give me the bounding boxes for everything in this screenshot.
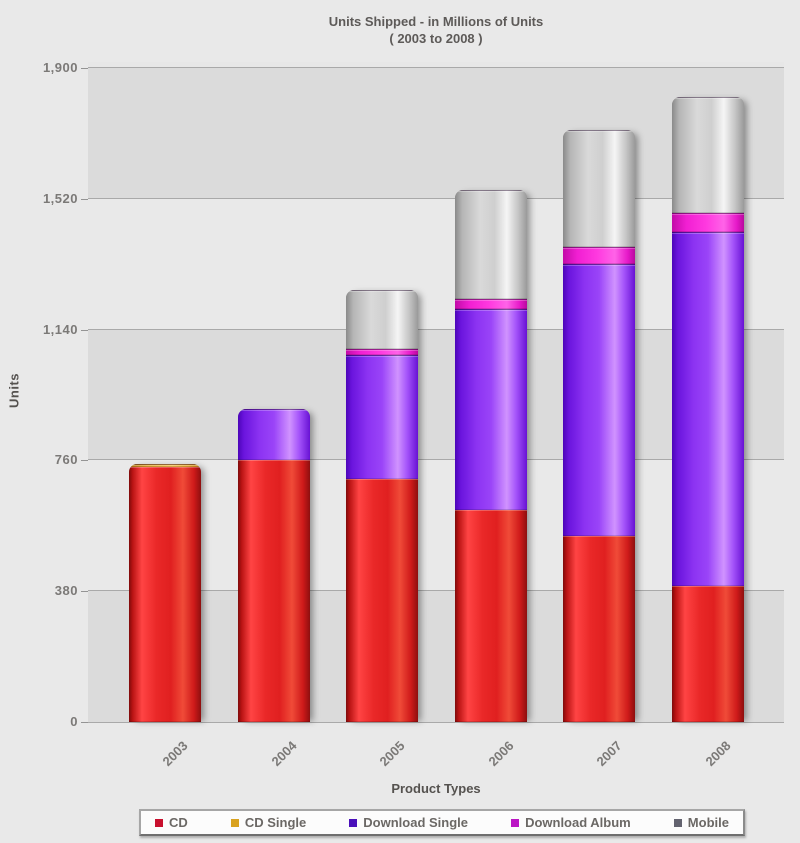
y-tick-mark [81, 198, 88, 200]
bar-segment-cd-2005 [346, 479, 419, 722]
legend-marker-icon [673, 818, 682, 827]
bar-2008 [671, 97, 744, 722]
bar-2003 [129, 463, 201, 722]
legend-item-download-single: Download Single [349, 815, 468, 830]
grid-band [88, 198, 784, 330]
bar-segment-cd-2008 [671, 586, 744, 722]
bar-segment-cd-2003 [129, 467, 201, 722]
bar-segment-download-album-2006 [454, 298, 527, 309]
bar-segment-download-single-2006 [454, 308, 527, 511]
y-tick-mark [81, 460, 88, 462]
y-tick-mark [81, 329, 88, 331]
legend-marker-icon [230, 818, 239, 827]
legend-item-download-album: Download Album [511, 815, 631, 830]
y-axis-label: Units [6, 373, 22, 408]
gridline-1900 [88, 67, 784, 68]
bars-container [129, 62, 744, 722]
grid-band [88, 591, 784, 722]
legend-marker-icon [511, 818, 520, 827]
legend-marker-icon [349, 818, 358, 827]
bar-segment-download-album-2007 [563, 247, 636, 265]
legend-label: CD [169, 815, 188, 830]
y-tick-mark [81, 722, 88, 723]
grid-band [88, 68, 784, 199]
bar-segment-download-single-2007 [563, 264, 636, 537]
gridline-760 [88, 459, 784, 461]
x-axis-label: Product Types [391, 781, 481, 796]
bar-segment-cd-single-2003 [129, 463, 201, 468]
bar-segment-download-single-2005 [346, 355, 419, 480]
y-tick-label-1520: 1,520 [42, 190, 78, 206]
bar-segment-download-single-2008 [671, 231, 744, 587]
y-tick-label-1900: 1,900 [42, 60, 78, 75]
legend-marker-icon [155, 818, 163, 827]
legend-label: Download Single [363, 815, 469, 830]
gridline-1520 [88, 197, 784, 199]
gridline-1140 [88, 328, 784, 330]
bar-segment-download-single-2004 [237, 408, 310, 461]
bar-segment-mobile-2005 [346, 290, 419, 349]
chart-title-line2: ( 2003 to 2008 ) [389, 31, 483, 46]
y-tick-label-380: 380 [54, 583, 78, 599]
bar-2007 [563, 129, 636, 722]
legend-label: Mobile [687, 815, 729, 830]
bar-segment-download-album-2008 [671, 212, 744, 232]
bar-segment-mobile-2008 [671, 97, 744, 213]
bar-segment-cd-2004 [237, 460, 310, 722]
y-tick-label-0: 0 [70, 714, 78, 729]
bar-2006 [454, 190, 527, 722]
grid-band [88, 329, 784, 461]
chart-title-line1: Units Shipped - in Millions of Units [328, 14, 544, 29]
bar-2005 [346, 290, 419, 722]
legend-label: CD Single [244, 815, 307, 830]
x-axis-ticks: 2003 2004 2005 2006 2007 2008 [88, 722, 784, 782]
legend: CD CD Single Download Single Download Album… [139, 809, 745, 836]
y-tick-label-1140: 1,140 [42, 321, 78, 337]
legend-item-cd-single: CD Single [230, 815, 307, 830]
y-tick-mark [81, 591, 88, 593]
grid-band [88, 460, 784, 592]
gridline-380 [88, 590, 784, 592]
bar-segment-mobile-2006 [454, 190, 527, 299]
bar-2004 [237, 408, 310, 722]
chart-title: Units Shipped - in Millions of Units ( 2… [88, 13, 784, 47]
plot-area [88, 62, 784, 723]
y-tick-label-760: 760 [54, 452, 78, 468]
bar-segment-mobile-2007 [563, 129, 636, 248]
bar-segment-cd-2007 [563, 536, 636, 722]
legend-label: Download Album [525, 815, 631, 830]
bar-segment-cd-2006 [454, 510, 527, 722]
legend-item-mobile: Mobile [673, 815, 729, 830]
y-tick-mark [81, 68, 88, 69]
legend-item-cd: CD [155, 815, 188, 830]
bar-segment-download-album-2005 [346, 348, 419, 356]
